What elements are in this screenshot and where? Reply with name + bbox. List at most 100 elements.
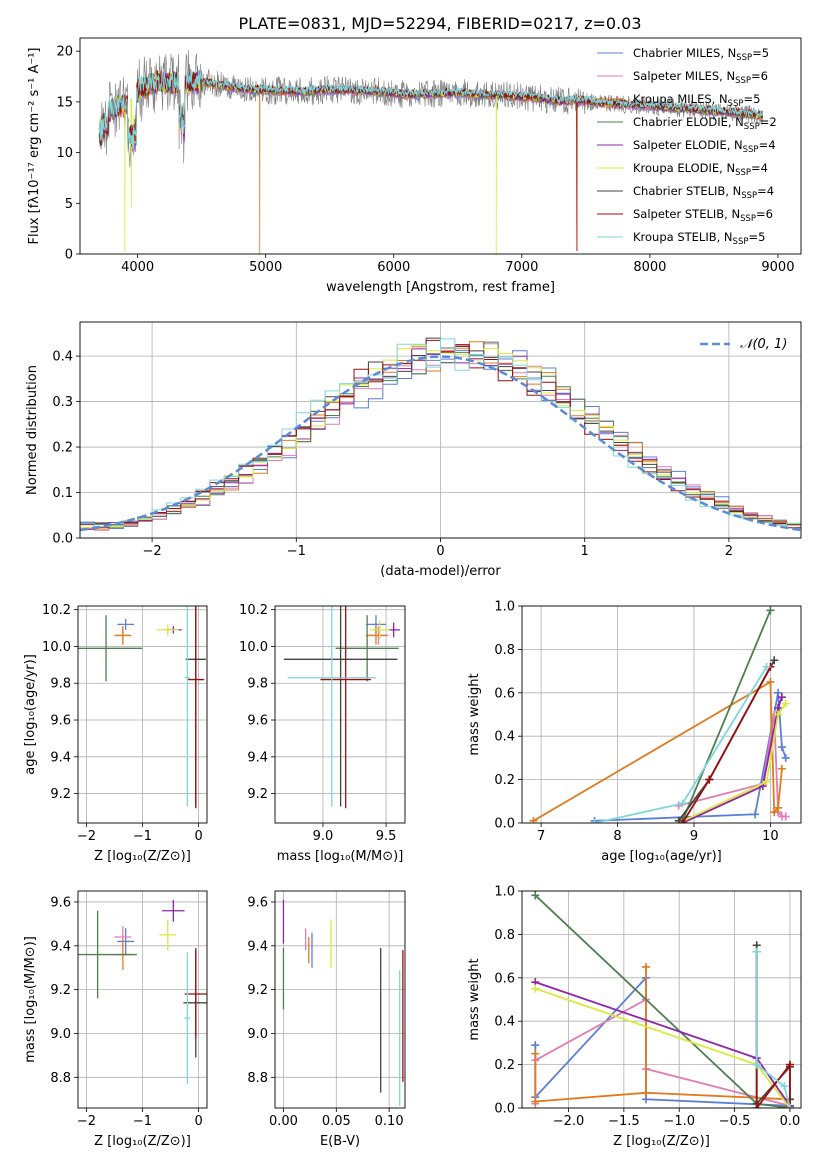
y-axis-label: mass weight: [467, 673, 482, 755]
y-tick-label: 9.6: [50, 895, 71, 910]
x-tick-label: 9000: [761, 260, 794, 275]
spectrum-plot-area: [98, 50, 763, 254]
x-tick-label: −2.0: [553, 1114, 585, 1129]
y-tick-label: 0.4: [52, 350, 73, 365]
y-tick-label: 9.6: [50, 714, 71, 729]
weight-point: [752, 1104, 761, 1108]
x-tick-label: 9.5: [376, 829, 397, 844]
x-tick-label: 7: [537, 829, 545, 844]
histogram-kroupa-stelib: [80, 338, 801, 538]
y-tick-label: 0.8: [494, 928, 515, 943]
x-tick-label: 5000: [249, 260, 282, 275]
y-tick-label: 10: [56, 146, 73, 161]
mass_vs_ebv-panel: 0.00 0.05 0.10 8.8 9.0 9.2 9.4 9.6 E(B-V): [247, 890, 406, 1149]
x-axis-label: (data-model)/error: [380, 564, 501, 579]
x-tick-label: −0.5: [719, 1114, 751, 1129]
weight-point: [678, 799, 687, 808]
weight-point: [531, 984, 540, 993]
axes-frame: [79, 37, 802, 255]
y-tick-label: 1.0: [494, 600, 515, 615]
spectrum-panel: 4000 5000 6000 7000 8000 9000 0 5 10 15 20 waveleng…: [27, 37, 802, 295]
y-tick-label: 10.0: [42, 640, 71, 655]
weight-point: [751, 810, 760, 819]
errorbar-salpeter-stelib: [184, 950, 207, 1038]
x-tick-label: 0.05: [322, 1114, 351, 1129]
weight-point: [705, 775, 714, 784]
plots: 4000 5000 6000 7000 8000 900005101520waveleng…: [23, 37, 802, 1149]
y-tick-label: 8.8: [50, 1071, 71, 1086]
weight-point: [590, 819, 599, 823]
residuals-plot-area: [80, 337, 801, 538]
y-tick-label: 20: [56, 45, 73, 60]
x-tick-label: −1.5: [608, 1114, 640, 1129]
x-tick-label: 8000: [633, 260, 666, 275]
y-tick-label: 9.4: [50, 750, 71, 765]
legend-entry-chabrier-elodie: Chabrier ELODIE, NSSP=2: [633, 115, 777, 132]
residuals-panel: −2 −1 0 1 2 0.0 0.1 0.2 0.3 0.4 (data-model)/error…: [25, 321, 802, 579]
y-tick-label: 10.2: [42, 603, 71, 618]
y-tick-label: 9.2: [247, 787, 268, 802]
y-tick-label: 15: [56, 95, 73, 110]
weight-point: [529, 816, 538, 823]
x-tick-label: −2: [143, 544, 162, 559]
weight-point: [766, 677, 775, 686]
weight_vs_Z-panel: −2.0 −1.5 −1.0 −0.5 0.0 0.0 0.2 0.4 0.6 0.8 1.0 Z […: [467, 885, 802, 1149]
figure-title: PLATE=0831, MJD=52294, FIBERID=0217, z=0…: [238, 14, 641, 33]
x-tick-label: 4000: [121, 260, 154, 275]
errorbar-kroupa-stelib: [184, 606, 191, 807]
weight-point: [777, 764, 786, 773]
y-tick-label: 8.8: [247, 1071, 268, 1086]
errorbar-kroupa-elodie: [369, 620, 390, 640]
x-tick-label: −1: [133, 1114, 152, 1129]
weight-point: [531, 1097, 540, 1106]
weight-point: [781, 753, 790, 762]
y-tick-label: 0.0: [52, 532, 73, 547]
legend-entry-kroupa-elodie: Kroupa ELODIE, NSSP=4: [633, 161, 768, 178]
errorbar-chabrier-elodie: [78, 910, 137, 999]
errorbar-salpeter-stelib: [320, 606, 371, 809]
y-axis-label: mass weight: [467, 958, 482, 1040]
weight-point: [674, 816, 683, 823]
y-tick-label: 9.8: [50, 677, 71, 692]
y-tick-label: 0.1: [52, 486, 73, 501]
legend-entry-kroupa-miles: Kroupa MILES, NSSP=5: [633, 92, 760, 109]
y-tick-label: 0.2: [494, 1058, 515, 1073]
errorbar-chabrier-stelib: [283, 606, 398, 807]
y-axis-label: mass [log₁₀(M/M⊙)]: [23, 936, 38, 1063]
x-axis-label: age [log₁₀(age/yr)]: [601, 849, 722, 864]
errorbar-kroupa-stelib: [287, 606, 376, 807]
x-tick-label: 10: [762, 829, 779, 844]
y-tick-label: 0.6: [494, 971, 515, 986]
x-tick-label: 0.00: [269, 1114, 298, 1129]
y-tick-label: 0.0: [494, 1102, 515, 1117]
weight-point: [766, 606, 775, 615]
weight-point: [777, 693, 786, 702]
errorbar-salpeter-stelib: [187, 606, 205, 809]
weight-point: [770, 808, 779, 817]
y-tick-label: 1.0: [494, 885, 515, 900]
legend-entry-chabrier-miles: Chabrier MILES, NSSP=5: [633, 46, 769, 63]
errorbar-salpeter-elodie: [162, 899, 185, 922]
y-axis-label: Normed distribution: [25, 365, 40, 495]
y-tick-label: 9.6: [247, 895, 268, 910]
x-tick-label: −1: [287, 544, 306, 559]
x-tick-label: 8: [613, 829, 621, 844]
x-tick-label: 9: [690, 829, 698, 844]
weight-series-kroupa-stelib: [590, 662, 771, 823]
x-tick-label: 0: [194, 829, 202, 844]
y-tick-label: 0.4: [494, 730, 515, 745]
weight-point: [752, 1060, 761, 1069]
x-tick-label: 9.0: [313, 829, 334, 844]
y-tick-label: 0.3: [52, 395, 73, 410]
y-tick-label: 9.4: [247, 750, 268, 765]
x-tick-label: 6000: [377, 260, 410, 275]
weight-point: [777, 743, 786, 752]
x-axis-label: mass [log₁₀(M/M⊙)]: [277, 849, 404, 864]
errorbar-kroupa-elodie: [159, 919, 177, 951]
weight-point: [774, 710, 783, 719]
legend-entry-salpeter-miles: Salpeter MILES, NSSP=6: [633, 69, 768, 86]
errorbar-kroupa-miles: [114, 626, 132, 645]
x-tick-label: 0.0: [780, 1114, 801, 1129]
weight-point: [531, 891, 540, 900]
